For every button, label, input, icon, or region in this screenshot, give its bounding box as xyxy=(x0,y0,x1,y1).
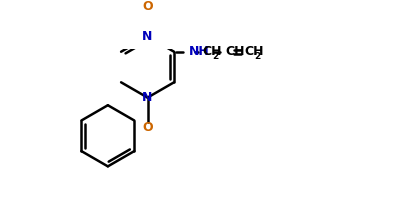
Text: CH: CH xyxy=(245,45,264,58)
Text: O: O xyxy=(142,121,153,134)
Text: CH: CH xyxy=(225,45,244,58)
Text: O: O xyxy=(142,0,153,13)
Text: CH: CH xyxy=(203,45,222,58)
Text: 2: 2 xyxy=(213,52,219,60)
Text: N: N xyxy=(142,91,153,104)
Text: N: N xyxy=(142,30,153,43)
Text: NH: NH xyxy=(188,45,209,58)
Text: 2: 2 xyxy=(254,52,261,60)
